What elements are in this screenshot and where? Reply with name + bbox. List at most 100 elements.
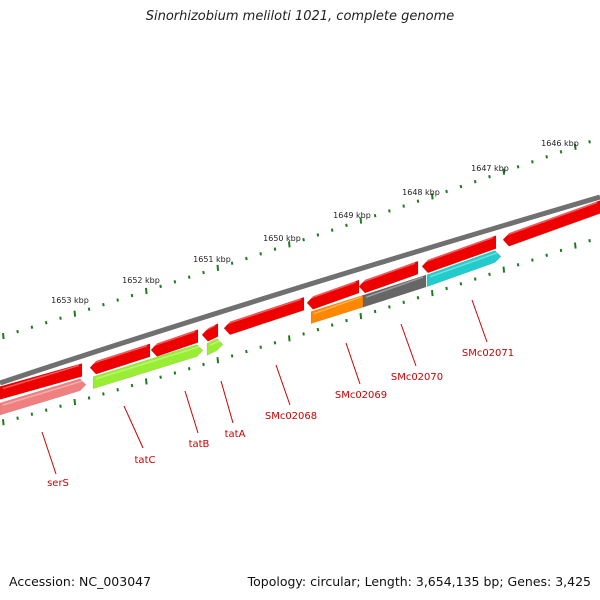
- scale-tick: [2, 332, 5, 340]
- scale-tick: [145, 287, 148, 295]
- scale-tick: [145, 378, 148, 385]
- scale-tick: [459, 184, 463, 189]
- scale-tick: [402, 204, 405, 208]
- cds-feature-highlight: [204, 324, 216, 332]
- leader-line-tatB: [184, 390, 199, 434]
- genome-backbone: [0, 194, 600, 386]
- scale-tick: [130, 383, 134, 388]
- scale-tick: [330, 323, 334, 327]
- scale-tick: [545, 155, 548, 159]
- scale-tick: [116, 298, 119, 302]
- scale-tick: [345, 223, 348, 228]
- scale-tick: [373, 214, 377, 218]
- scale-label: 1649 kbp: [333, 211, 371, 220]
- scale-tick: [2, 419, 5, 426]
- scale-tick: [102, 392, 105, 396]
- gene-feature-tatA: [206, 338, 224, 356]
- scale-tick: [559, 150, 563, 154]
- scale-label: 1646 kbp: [541, 139, 579, 148]
- scale-label: 1647 kbp: [471, 164, 509, 173]
- scale-tick: [502, 266, 506, 273]
- cds-feature: [223, 296, 305, 336]
- scale-tick: [531, 258, 534, 262]
- scale-tick: [488, 272, 491, 277]
- gene-feature-SMc02069-highlight: [313, 296, 362, 315]
- scale-tick: [230, 261, 234, 265]
- gene-feature-serS-highlight: [2, 380, 84, 406]
- gene-labels: serS tatC tatB tatA SMc02068 SMc02069 SMc02070…: [41, 299, 514, 489]
- scale-tick: [259, 252, 262, 256]
- scale-tick: [30, 325, 34, 329]
- scale-tick: [416, 199, 420, 203]
- scale-tick: [73, 398, 77, 406]
- scale-tick: [588, 140, 591, 144]
- cds-feature: [201, 323, 219, 342]
- scale-tick: [230, 354, 234, 358]
- cds-feature-highlight: [2, 364, 80, 390]
- scale-tick: [316, 233, 320, 237]
- gene-label-SMc02068[interactable]: SMc02068: [265, 411, 317, 422]
- scale-tick: [402, 300, 405, 305]
- scale-tick: [59, 316, 62, 320]
- scale-label: 1651 kbp: [193, 255, 231, 264]
- scale-tick: [202, 270, 205, 275]
- scale-tick: [59, 404, 62, 408]
- cds-feature-highlight: [226, 298, 302, 325]
- scale-tick: [73, 310, 77, 317]
- gene-label-tatB[interactable]: tatB: [189, 439, 210, 450]
- scale-tick: [388, 209, 391, 213]
- cds-feature-highlight: [505, 201, 598, 236]
- scale-label: 1648 kbp: [402, 188, 440, 197]
- cds-feature: [306, 279, 360, 310]
- gene-label-tatC[interactable]: tatC: [135, 455, 156, 466]
- scale-tick: [44, 320, 48, 325]
- scale-tick: [187, 275, 191, 279]
- scale-tick: [445, 286, 448, 291]
- scale-tick: [502, 168, 506, 175]
- scale-tick: [473, 277, 477, 281]
- scale-tick: [588, 238, 591, 243]
- scale-tick: [159, 375, 162, 379]
- scale-tick: [173, 280, 177, 284]
- scale-label: 1650 kbp: [263, 234, 301, 243]
- leader-line-serS: [41, 431, 57, 475]
- gene-label-SMc02071[interactable]: SMc02071: [462, 348, 514, 359]
- scale-tick: [44, 408, 48, 412]
- scale-tick: [273, 247, 277, 251]
- gene-feature-SMc02070-highlight: [365, 276, 424, 298]
- scale-tick: [130, 293, 134, 298]
- leader-line-SMc02070: [400, 323, 417, 367]
- scale-tick: [216, 357, 220, 364]
- cds-feature-highlight: [153, 330, 196, 347]
- gene-label-SMc02069[interactable]: SMc02069: [335, 390, 387, 401]
- scale-label: 1653 kbp: [51, 296, 89, 305]
- cds-feature-highlight: [361, 262, 416, 283]
- cds-feature: [89, 343, 151, 375]
- inner-scale-ticks: [2, 238, 591, 426]
- scale-tick: [288, 335, 291, 342]
- outer-scale-ticks: [2, 140, 591, 340]
- scale-labels: 1646 kbp 1647 kbp 1648 kbp 1649 kbp 1650 kbp…: [51, 139, 579, 305]
- accession-text: Accession: NC_003047: [9, 574, 152, 589]
- scale-tick: [302, 332, 305, 336]
- scale-tick: [87, 396, 91, 400]
- leader-line-SMc02068: [275, 364, 291, 406]
- scale-tick: [574, 242, 577, 249]
- cds-feature-highlight: [92, 345, 148, 364]
- scale-tick: [116, 388, 119, 392]
- gene-label-SMc02070[interactable]: SMc02070: [391, 372, 443, 383]
- gene-feature-SMc02070: [362, 274, 427, 308]
- scale-tick: [359, 217, 363, 224]
- gene-label-tatA[interactable]: tatA: [225, 429, 246, 440]
- scale-tick: [330, 228, 334, 232]
- cds-feature: [150, 329, 199, 357]
- cds-feature: [0, 363, 83, 400]
- gene-feature-tatC-tatB-highlight: [95, 345, 201, 380]
- scale-tick: [516, 165, 520, 169]
- scale-tick: [245, 349, 248, 354]
- gene-feature-serS: [0, 378, 87, 416]
- gene-label-serS[interactable]: serS: [47, 478, 69, 489]
- scale-tick: [431, 290, 434, 297]
- scale-tick: [488, 175, 491, 179]
- gene-feature-SMc02071: [426, 250, 502, 288]
